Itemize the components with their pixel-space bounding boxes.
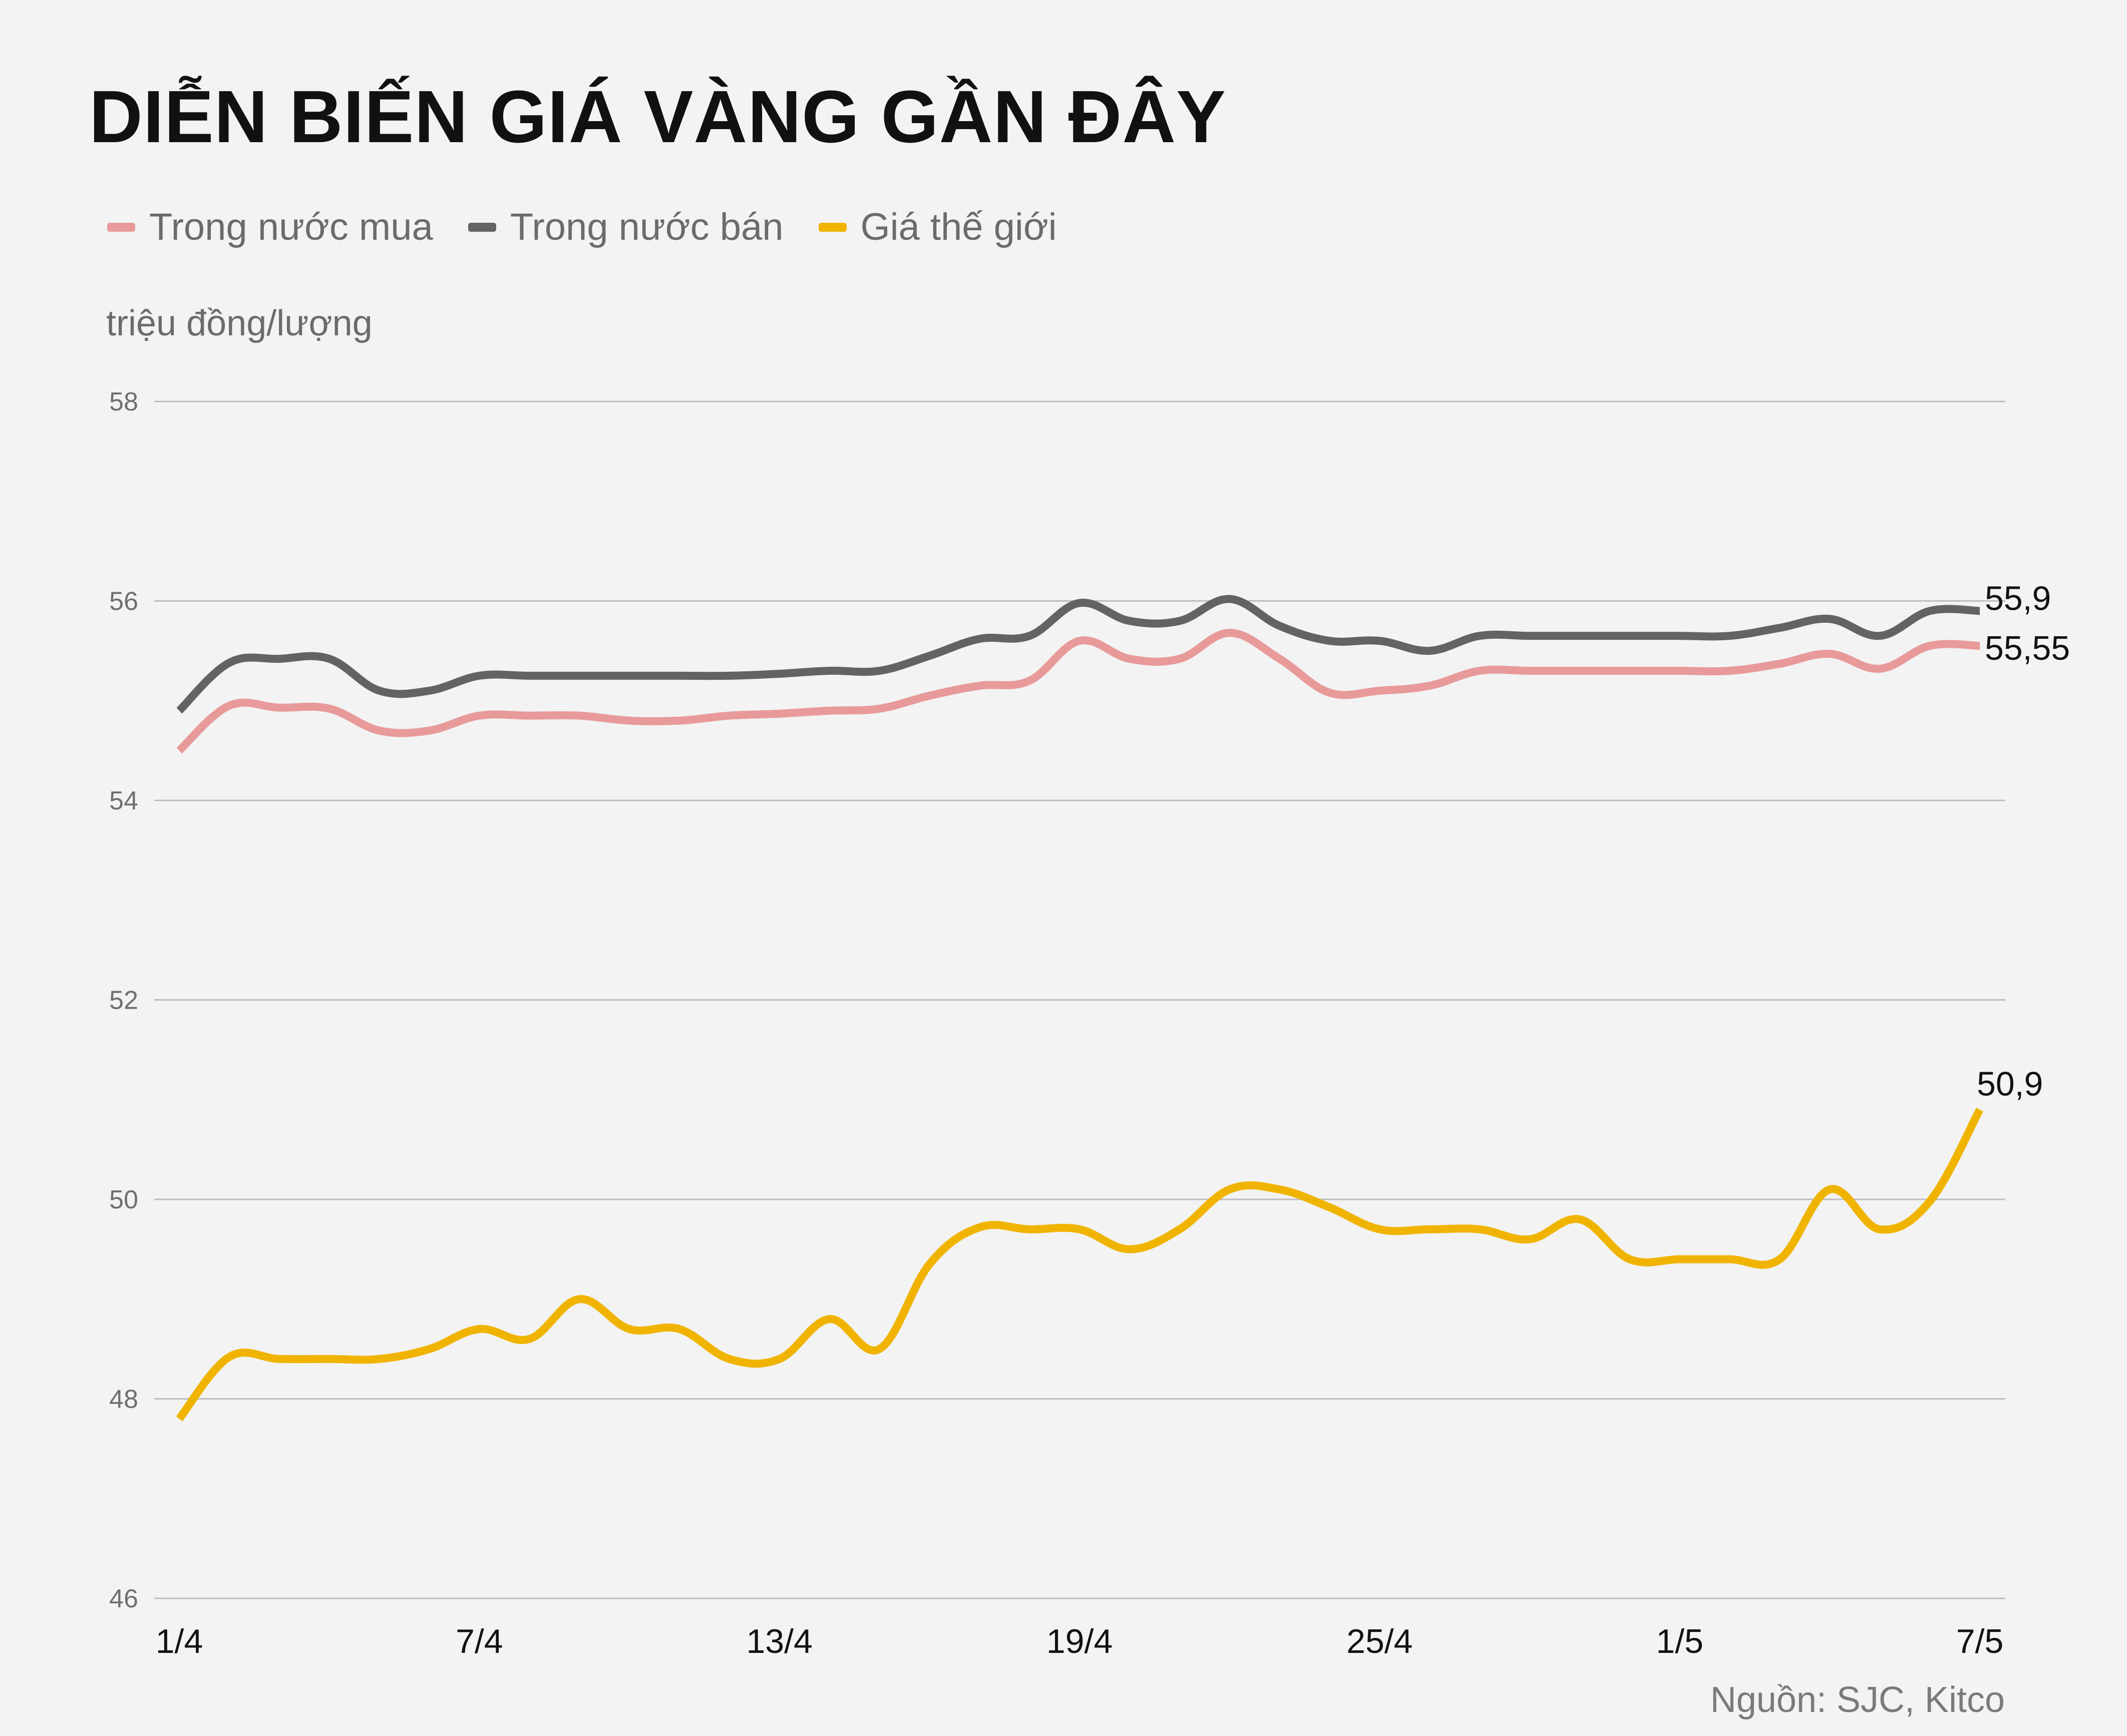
legend-label-buy: Trong nước mua xyxy=(149,206,433,248)
series-lines xyxy=(176,595,1984,1422)
line-trong-nuoc-mua xyxy=(176,629,1980,754)
end-value-labels: 55,55 55,9 50,9 xyxy=(1977,579,2070,1103)
y-axis-ticks: 46 48 50 52 54 56 58 xyxy=(109,387,138,1613)
x-axis-ticks: 1/4 7/4 13/4 19/4 25/4 1/5 7/5 xyxy=(156,1622,2004,1660)
legend-item-world: Giá thế giới xyxy=(818,205,1057,249)
y-tick-label: 52 xyxy=(109,986,138,1015)
y-tick-label: 54 xyxy=(109,786,138,815)
grid-lines xyxy=(154,400,2005,1599)
x-tick-label: 7/5 xyxy=(1956,1622,2004,1660)
y-tick-label: 56 xyxy=(109,587,138,616)
x-tick-label: 19/4 xyxy=(1046,1622,1113,1660)
legend-swatch-sell xyxy=(468,222,496,232)
legend-item-sell: Trong nước bán xyxy=(468,205,784,249)
legend-label-world: Giá thế giới xyxy=(860,206,1057,248)
y-tick-label: 48 xyxy=(109,1385,138,1414)
x-tick-label: 1/4 xyxy=(156,1622,203,1660)
line-gia-the-gioi xyxy=(176,1107,1984,1422)
legend: Trong nước mua Trong nước bán Giá thế gi… xyxy=(107,205,1092,249)
y-axis-unit-label: triệu đồng/lượng xyxy=(106,303,373,343)
legend-swatch-world xyxy=(818,222,847,232)
line-trong-nuoc-ban xyxy=(176,595,1980,714)
y-tick-label: 50 xyxy=(109,1185,138,1214)
end-label-gia-the-gioi: 50,9 xyxy=(1977,1065,2043,1103)
y-tick-label: 58 xyxy=(109,387,138,416)
x-tick-label: 7/4 xyxy=(456,1622,503,1660)
x-tick-label: 1/5 xyxy=(1656,1622,1703,1660)
legend-swatch-buy xyxy=(107,222,135,232)
legend-label-sell: Trong nước bán xyxy=(510,206,784,248)
x-tick-label: 25/4 xyxy=(1346,1622,1412,1660)
x-tick-label: 13/4 xyxy=(746,1622,812,1660)
legend-item-buy: Trong nước mua xyxy=(107,205,433,249)
end-label-trong-nuoc-mua: 55,55 xyxy=(1985,629,2070,667)
end-label-trong-nuoc-ban: 55,9 xyxy=(1985,579,2051,617)
y-tick-label: 46 xyxy=(109,1584,138,1613)
chart-title: DIỄN BIẾN GIÁ VÀNG GẦN ĐÂY xyxy=(89,76,1226,158)
source-note: Nguồn: SJC, Kitco xyxy=(1710,1680,2005,1720)
